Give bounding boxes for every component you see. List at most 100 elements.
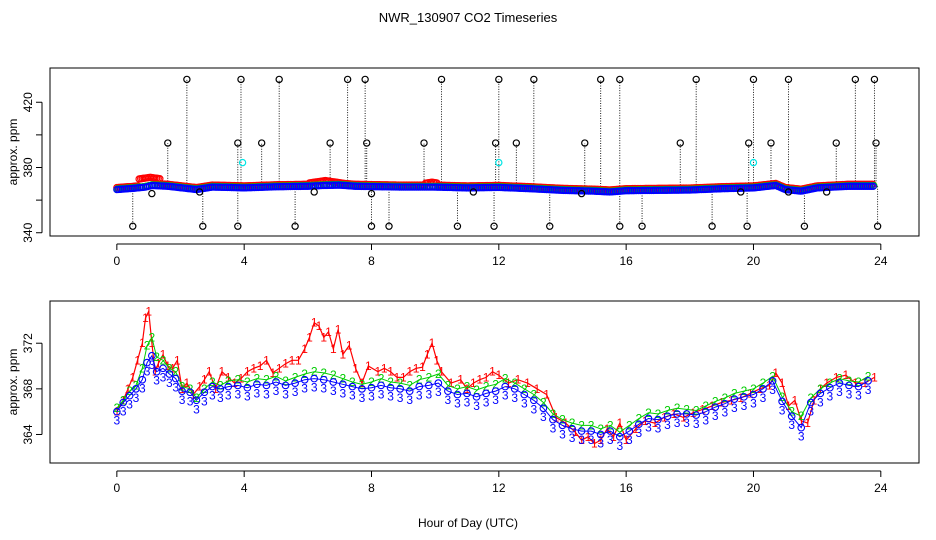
top-blue-point (869, 182, 877, 190)
bottom-series-3-point (338, 380, 347, 389)
top-black-point (453, 222, 462, 230)
bottom-series-2-label: 2 (836, 372, 843, 386)
bottom-series-1-label: 1 (129, 370, 136, 384)
bottom-series-1-label: 1 (330, 342, 337, 356)
bottom-series-3-point (577, 427, 586, 435)
bottom-series-3-label: 3 (120, 405, 127, 419)
bottom-series-1-label: 1 (155, 357, 162, 371)
bottom-series-3-point (132, 384, 140, 393)
bottom-series-3-label: 3 (387, 390, 394, 404)
top-black-point (326, 139, 334, 147)
top-black-point (385, 222, 393, 230)
bottom-series-1-label: 1 (515, 373, 522, 387)
bottom-series-3-point (224, 382, 233, 391)
bottom-series-3-point (711, 403, 720, 411)
bottom-series-3-point (165, 370, 174, 378)
bottom-series-3-point (434, 379, 443, 387)
bottom-series-1-label: 1 (149, 336, 156, 350)
bottom-series-2-label: 2 (636, 412, 643, 426)
bottom-series-3-label: 3 (149, 358, 156, 372)
top-black-point (784, 188, 793, 196)
bottom-series-3-label: 3 (836, 385, 843, 399)
bottom-series-2-label: 2 (397, 376, 404, 390)
top-black-point (749, 75, 758, 84)
bottom-series-1-label: 1 (406, 365, 413, 379)
bottom-series-3-point (444, 387, 452, 395)
bottom-series-3-point (192, 396, 201, 405)
bottom-series-1-label: 1 (179, 382, 186, 396)
bottom-series-3-point (826, 383, 834, 392)
top-black-point (237, 75, 245, 84)
bottom-series-3-label: 3 (741, 399, 748, 413)
bottom-series-1-label: 1 (823, 376, 830, 390)
bottom-series-2-label: 2 (273, 369, 280, 383)
bottom-series-3-label: 3 (114, 414, 121, 428)
top-black-point (577, 189, 586, 198)
bottom-series-1-label: 1 (381, 361, 388, 375)
bottom-series-3-label: 3 (655, 422, 662, 436)
bottom-series-2-label: 2 (144, 338, 151, 352)
bottom-series-3-point (491, 387, 500, 395)
bottom-series-3-point (281, 381, 290, 390)
bottom-series-3-label: 3 (626, 433, 633, 447)
bottom-series-2-label: 2 (225, 374, 232, 388)
x-axis-label: Hour of Day (UTC) (418, 516, 518, 530)
bottom-series-3-point (635, 420, 643, 429)
bottom-series-3-label: 3 (607, 433, 614, 447)
bottom-series-3-label: 3 (731, 401, 738, 415)
bottom-series-2-label: 2 (311, 365, 318, 379)
top-black-point (743, 222, 751, 230)
bottom-series-3-point (558, 421, 567, 430)
bottom-series-3-label: 3 (693, 417, 700, 431)
bottom-series-3-label: 3 (292, 385, 299, 399)
bottom-series-3-point (319, 375, 328, 384)
top-black-point (361, 75, 369, 84)
top-black-point (745, 139, 753, 147)
bottom-series-3-point (720, 399, 729, 408)
bottom-series-1-label: 1 (413, 361, 420, 375)
top-black-point (872, 139, 880, 147)
bottom-series-3-point (606, 427, 615, 435)
bottom-series-1-label: 1 (785, 399, 792, 413)
bottom-y-axis-label: approx. ppm (6, 349, 20, 416)
bottom-series-2-label: 2 (340, 372, 347, 386)
bottom-series-3-point (112, 407, 121, 416)
bottom-series-2-label: 2 (209, 375, 216, 389)
bottom-series-2-label: 2 (126, 384, 133, 398)
bottom-series-1-label: 1 (301, 342, 308, 356)
bottom-series-3-point (644, 414, 653, 423)
bottom-series-1-label: 1 (429, 336, 436, 350)
top-x-tick-label: 16 (619, 254, 633, 268)
bottom-series-2-label: 2 (160, 353, 167, 367)
bottom-series-1-label: 1 (578, 433, 585, 447)
bottom-series-2-label: 2 (588, 418, 595, 432)
bottom-series-2-label: 2 (234, 373, 241, 387)
bottom-series-1-label: 1 (311, 316, 318, 330)
bottom-series-3-label: 3 (282, 387, 289, 401)
bottom-series-2-label: 2 (166, 361, 173, 375)
bottom-series-3-label: 3 (464, 395, 471, 409)
bottom-series-1-label: 1 (804, 416, 811, 430)
bottom-series-2-label: 2 (550, 407, 557, 421)
bottom-series-3-point (377, 381, 385, 390)
bottom-series-2-label: 2 (712, 394, 719, 408)
bottom-series-3-point (178, 387, 186, 395)
bottom-series-1-label: 1 (495, 368, 502, 382)
bottom-series-3-point (119, 398, 128, 407)
top-black-point (530, 75, 538, 84)
top-x-tick-label: 20 (747, 254, 761, 268)
bottom-series-1-label: 1 (483, 370, 490, 384)
bottom-series-1-label: 1 (263, 353, 270, 367)
top-black-point (546, 222, 554, 230)
bottom-series-3-point (864, 377, 872, 385)
top-black-point (234, 139, 242, 147)
bottom-series-1-label: 1 (134, 353, 141, 367)
bottom-series-3-label: 3 (320, 382, 327, 396)
top-x-tick-label: 4 (241, 254, 248, 268)
bottom-series-1-label: 1 (489, 365, 496, 379)
bottom-series-3-point (663, 412, 672, 421)
bottom-series-1-label: 1 (219, 365, 226, 379)
bottom-series-3-label: 3 (645, 421, 652, 435)
bottom-y-tick-label: 368 (21, 379, 35, 399)
bottom-series-3-point (310, 374, 319, 383)
